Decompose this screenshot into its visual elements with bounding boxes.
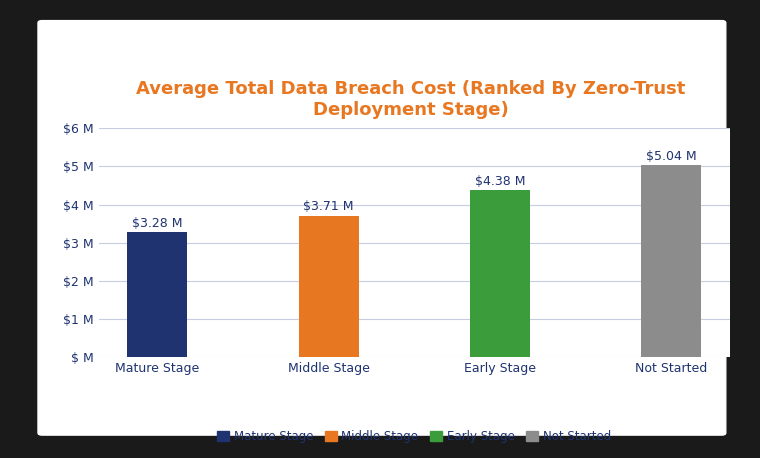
- Bar: [128, 232, 188, 357]
- Text: Average Total Data Breach Cost (Ranked By Zero-Trust
Deployment Stage): Average Total Data Breach Cost (Ranked B…: [136, 80, 685, 119]
- Bar: [299, 216, 359, 357]
- Text: $3.28 M: $3.28 M: [132, 217, 182, 230]
- Text: $3.71 M: $3.71 M: [303, 200, 354, 213]
- Bar: [641, 165, 701, 357]
- Text: $5.04 M: $5.04 M: [646, 150, 696, 163]
- Legend: Mature Stage, Middle Stage, Early Stage, Not Started: Mature Stage, Middle Stage, Early Stage,…: [212, 425, 616, 447]
- Bar: [470, 190, 530, 357]
- Text: $4.38 M: $4.38 M: [474, 175, 525, 188]
